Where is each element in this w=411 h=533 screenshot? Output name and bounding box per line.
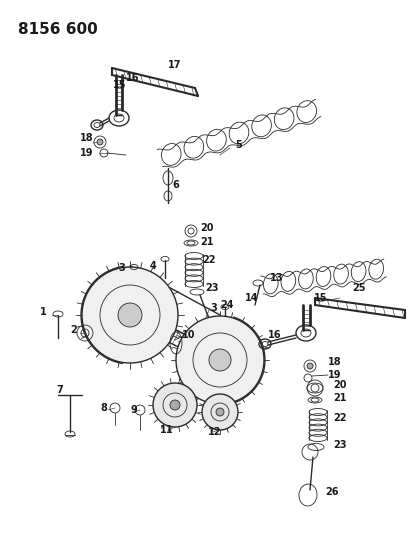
Text: 23: 23 (205, 283, 219, 293)
Text: 18: 18 (328, 357, 342, 367)
Text: 26: 26 (325, 487, 339, 497)
Text: 16: 16 (126, 73, 139, 83)
Text: 8: 8 (100, 403, 107, 413)
Text: 10: 10 (182, 330, 196, 340)
Circle shape (82, 267, 178, 363)
Circle shape (216, 408, 224, 416)
Text: 19: 19 (80, 148, 93, 158)
Text: 14: 14 (245, 293, 259, 303)
Circle shape (209, 349, 231, 371)
Text: 7: 7 (56, 385, 63, 395)
Text: 15: 15 (314, 293, 328, 303)
Text: 25: 25 (352, 283, 365, 293)
Text: 22: 22 (333, 413, 346, 423)
Circle shape (97, 139, 103, 145)
Text: 22: 22 (202, 255, 215, 265)
Text: 8156 600: 8156 600 (18, 22, 98, 37)
Text: 5: 5 (235, 140, 242, 150)
Text: 6: 6 (172, 180, 179, 190)
Text: 11: 11 (160, 425, 173, 435)
Circle shape (176, 316, 264, 404)
Text: 3: 3 (118, 263, 125, 273)
Text: 17: 17 (168, 60, 182, 70)
Text: 15: 15 (113, 80, 127, 90)
Text: 24: 24 (220, 300, 233, 310)
Text: 4: 4 (150, 261, 157, 271)
Text: 12: 12 (208, 427, 222, 437)
Text: 3: 3 (210, 303, 217, 313)
Circle shape (153, 383, 197, 427)
Text: 13: 13 (270, 273, 284, 283)
Text: 20: 20 (200, 223, 213, 233)
Circle shape (202, 394, 238, 430)
Text: 2: 2 (70, 325, 77, 335)
Text: 16: 16 (268, 330, 282, 340)
Text: 21: 21 (333, 393, 346, 403)
Text: 20: 20 (333, 380, 346, 390)
Text: 19: 19 (328, 370, 342, 380)
Text: 23: 23 (333, 440, 346, 450)
Text: 18: 18 (80, 133, 94, 143)
Circle shape (170, 400, 180, 410)
Circle shape (118, 303, 142, 327)
Text: 1: 1 (40, 307, 47, 317)
Text: 9: 9 (130, 405, 137, 415)
Circle shape (307, 363, 313, 369)
Text: 21: 21 (200, 237, 213, 247)
